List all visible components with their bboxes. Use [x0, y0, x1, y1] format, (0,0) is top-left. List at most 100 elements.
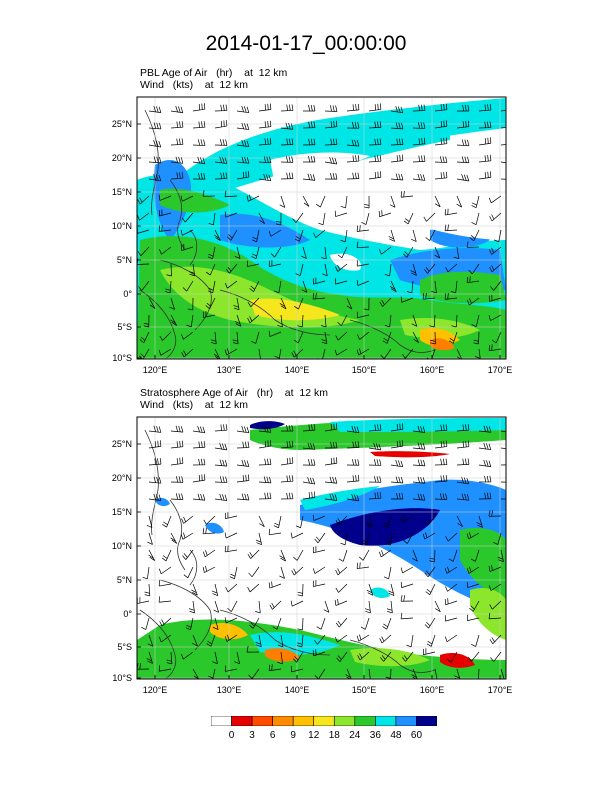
strat-wind-barb — [148, 425, 162, 433]
pbl-wind-barb — [280, 104, 294, 112]
strat-wind-barb — [434, 600, 441, 613]
colorbar-swatch — [272, 716, 294, 726]
strat-wind-barb — [456, 440, 470, 449]
colorbar-tick-label: 60 — [410, 730, 423, 741]
pbl-wind-barb — [456, 120, 470, 129]
pbl-map-frame — [136, 96, 507, 360]
strat-wind-barb — [444, 598, 458, 606]
strat-wind-barb — [323, 600, 330, 613]
pbl-wind-barb — [478, 104, 492, 112]
pbl-wind-barb — [159, 331, 172, 341]
strat-wind-barb — [316, 617, 326, 630]
panel-pbl-wind-field: Wind — [140, 79, 164, 91]
strat-wind-barb — [148, 549, 155, 561]
pbl-wind-barb — [429, 314, 436, 328]
strat-wind-barb — [466, 614, 480, 621]
pbl-wind-barb — [379, 297, 392, 307]
strat-wind-barb — [148, 493, 162, 501]
strat-wind-barb — [148, 476, 162, 484]
strat-wind-barb — [478, 442, 492, 451]
strat-wind-barb — [468, 651, 480, 662]
pbl-wind-barb — [139, 331, 150, 344]
strat-wind-barb — [147, 634, 154, 647]
panel-pbl-header: PBL Age of Air (hr) at 12 km Wind (kts) … — [140, 67, 287, 91]
colorbar-swatch — [416, 716, 437, 726]
strat-wind-barb — [224, 617, 238, 624]
strat-wind-barb — [471, 634, 480, 647]
strat-wind-barb — [192, 493, 206, 501]
strat-wind-barb — [148, 440, 162, 449]
pbl-wind-barb — [234, 246, 241, 259]
strat-wind-barb — [380, 651, 392, 662]
pbl-wind-barb — [169, 297, 175, 310]
strat-wind-barb — [434, 458, 448, 466]
pbl-wind-barb — [268, 260, 282, 267]
strat-wind-barb — [368, 443, 382, 451]
strat-wind-barb — [211, 583, 219, 597]
strat-wind-barb — [456, 424, 470, 432]
pbl-wind-barb — [302, 121, 316, 129]
pbl-wind-barb — [214, 120, 228, 129]
strat-wind-barb — [202, 565, 216, 573]
pbl-wind-barb — [170, 172, 184, 180]
strat-wind-barb — [412, 493, 426, 501]
strat-wind-barb — [445, 532, 458, 542]
strat-wind-barb — [214, 442, 228, 451]
strat-wind-barb — [488, 583, 502, 591]
pbl-lon-label: 150°E — [352, 365, 377, 375]
pbl-wind-barb — [192, 139, 206, 146]
strat-wind-barb — [255, 532, 263, 546]
pbl-wind-barb — [158, 209, 172, 217]
strat-wind-barb — [158, 634, 172, 643]
strat-wind-barb — [290, 600, 304, 607]
strat-wind-barb — [446, 651, 458, 663]
strat-wind-barb — [390, 459, 404, 468]
strat-wind-barb — [224, 512, 238, 520]
pbl-wind-barb — [274, 280, 282, 294]
strat-wind-barb — [478, 425, 492, 433]
strat-wind-barb — [500, 425, 506, 433]
strat-wind-barb — [170, 425, 184, 433]
pbl-wind-barb — [275, 212, 282, 226]
strat-wind-barb — [189, 600, 195, 614]
strat-wind-barb — [170, 532, 178, 544]
pbl-wind-barb — [280, 138, 294, 146]
stratosphere-age-of-air-map: 25°N 20°N 15°N 10°N 5°N 0° 5°S 10°S 120°E 130°E 14… — [112, 416, 512, 695]
strat-wind-barb — [360, 617, 370, 630]
strat-wind-barb — [412, 459, 426, 467]
strat-wind-barb — [382, 617, 392, 630]
strat-wind-barb — [448, 549, 458, 562]
strat-wind-barb — [192, 458, 206, 466]
pbl-lat-label: 5°N — [117, 255, 132, 265]
pbl-wind-barb — [346, 122, 360, 129]
strat-wind-barb — [248, 566, 260, 578]
pbl-wind-barb — [488, 294, 502, 302]
strat-wind-barb — [403, 532, 414, 544]
strat-wind-barb — [400, 581, 414, 588]
strat-wind-barb — [400, 595, 414, 602]
strat-wind-barb — [364, 600, 371, 614]
strat-wind-barb — [214, 424, 228, 432]
strat-wind-barb — [181, 515, 194, 524]
colorbar-tick-label: 0 — [228, 730, 235, 741]
strat-wind-barb — [312, 649, 326, 657]
strat-wind-barb — [335, 515, 348, 525]
pbl-lon-label: 140°E — [285, 365, 310, 375]
pbl-wind-barb — [346, 172, 360, 180]
pbl-wind-barb — [137, 212, 150, 221]
pbl-wind-barb — [224, 190, 238, 198]
pbl-wind-barb — [431, 280, 437, 294]
strat-wind-barb — [236, 441, 250, 449]
strat-wind-barb — [279, 566, 285, 579]
strat-wind-barb — [312, 566, 326, 574]
strat-wind-barb — [366, 583, 374, 596]
strat-wind-barb — [489, 634, 502, 645]
pbl-wind-barb — [473, 331, 480, 345]
strat-wind-barb — [246, 646, 260, 653]
pbl-wind-barb — [170, 105, 184, 114]
pbl-wind-barb — [500, 144, 506, 146]
wind-barbs — [137, 103, 506, 359]
colorbar-swatch — [313, 716, 335, 726]
strat-wind-barb — [247, 549, 260, 559]
strat-wind-barb — [324, 423, 338, 432]
